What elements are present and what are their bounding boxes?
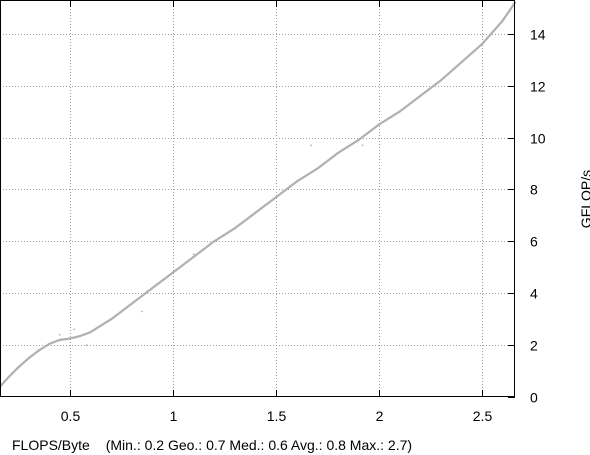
x-tick-label: 1.5	[267, 408, 287, 424]
data-point	[361, 144, 364, 147]
plot-frame	[0, 0, 515, 397]
y-tick-label: 2	[530, 338, 538, 354]
data-point	[192, 253, 195, 256]
x-tick-label: 2.5	[473, 408, 493, 424]
y-tick-label: 0	[530, 390, 538, 406]
x-tick-label: 1	[170, 408, 178, 424]
data-point	[141, 310, 144, 313]
data-point	[85, 344, 88, 347]
data-point	[58, 333, 61, 336]
x-axis-stats: (Min.: 0.2 Geo.: 0.7 Med.: 0.6 Avg.: 0.8…	[106, 437, 412, 453]
x-tick-label: 0.5	[61, 408, 81, 424]
data-point	[73, 328, 76, 331]
y-tick-label: 4	[530, 286, 538, 302]
series-trace	[0, 1, 517, 388]
x-axis-label: FLOPS/Byte	[12, 437, 90, 453]
y-tick-label: 10	[530, 131, 546, 147]
y-tick-label: 6	[530, 234, 538, 250]
y-tick-label: 12	[530, 79, 546, 95]
y-tick-label: 14	[530, 27, 546, 43]
y-tick-label: 8	[530, 182, 538, 198]
ticks: 0.5 1 1.5 2 2.5 0 2 4 6 8 10 12 14	[61, 0, 546, 424]
x-tick-label: 2	[376, 408, 384, 424]
y-axis-title: GFLOP/s	[578, 170, 590, 228]
x-axis-title: FLOPS/Byte (Min.: 0.2 Geo.: 0.7 Med.: 0.…	[12, 437, 412, 453]
grid	[0, 0, 515, 397]
series-layer	[0, 1, 517, 388]
data-point	[310, 144, 312, 147]
